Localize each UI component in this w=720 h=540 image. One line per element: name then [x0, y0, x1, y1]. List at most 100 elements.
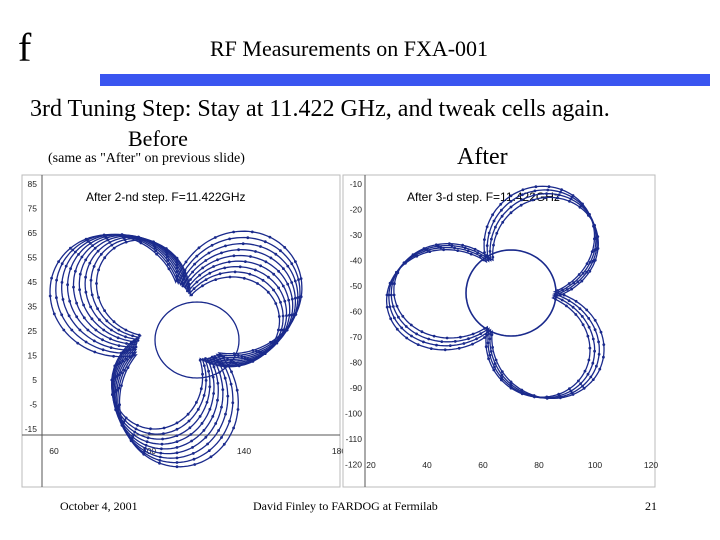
data-point: [297, 278, 300, 282]
data-point: [439, 246, 443, 250]
data-point: [545, 396, 549, 400]
data-point: [277, 269, 280, 273]
data-point: [556, 196, 559, 200]
data-point: [162, 432, 165, 435]
data-point: [429, 347, 433, 350]
data-point: [445, 336, 449, 340]
data-point: [84, 237, 88, 241]
data-point: [131, 334, 134, 338]
data-point: [117, 328, 121, 332]
data-point: [205, 400, 209, 404]
data-point: [588, 269, 592, 273]
data-point: [489, 350, 493, 353]
data-point: [500, 378, 503, 382]
data-point: [175, 456, 179, 460]
data-point: [143, 446, 147, 450]
data-point: [149, 427, 152, 431]
data-point: [126, 366, 130, 369]
data-point: [188, 426, 192, 430]
data-point: [588, 213, 591, 216]
data-point: [191, 270, 195, 274]
data-point: [175, 465, 179, 469]
slide-subtitle: 3rd Tuning Step: Stay at 11.422 GHz, and…: [30, 96, 610, 122]
data-point: [212, 392, 216, 395]
data-point: [197, 246, 201, 250]
data-point: [216, 360, 220, 364]
chart-after-title: After 3-d step. F=11.422GHz: [407, 190, 560, 204]
data-point: [91, 244, 94, 247]
data-point: [189, 433, 193, 436]
data-point: [236, 353, 240, 357]
data-point: [581, 271, 585, 275]
data-point: [570, 287, 574, 291]
data-point: [486, 341, 490, 345]
data-point: [161, 437, 165, 441]
data-point: [89, 242, 92, 245]
data-point: [175, 434, 179, 437]
data-point: [488, 337, 492, 341]
data-point: [167, 263, 170, 266]
data-point: [204, 379, 208, 382]
data-point: [587, 325, 591, 329]
data-point: [175, 266, 179, 270]
data-point: [404, 325, 408, 328]
data-point: [186, 412, 190, 416]
data-point: [240, 355, 244, 359]
data-point: [593, 258, 597, 262]
data-point: [519, 203, 523, 207]
data-point: [410, 334, 413, 338]
data-point: [586, 372, 590, 376]
data-point: [269, 256, 273, 260]
data-point: [493, 362, 497, 366]
data-point: [116, 336, 120, 340]
data-point: [117, 344, 121, 347]
data-point: [591, 337, 595, 341]
data-point: [78, 328, 82, 332]
data-point: [448, 344, 452, 347]
data-point: [491, 255, 495, 259]
data-point: [580, 315, 584, 318]
data-point: [117, 373, 121, 377]
data-point: [587, 358, 591, 362]
data-point: [96, 249, 100, 253]
data-point: [124, 335, 127, 339]
data-point: [473, 247, 477, 251]
data-point: [93, 350, 97, 354]
data-point: [166, 259, 170, 262]
data-point: [208, 271, 212, 275]
data-point: [293, 296, 297, 300]
data-point: [488, 353, 492, 357]
y-tick-label: -40: [350, 256, 363, 266]
footer-date: October 4, 2001: [60, 499, 138, 513]
data-point: [84, 275, 87, 279]
data-point: [602, 343, 606, 346]
data-point: [567, 299, 571, 303]
data-point: [109, 346, 113, 349]
data-point: [112, 354, 115, 358]
data-point: [70, 328, 74, 332]
data-point: [392, 293, 396, 297]
data-point: [290, 262, 294, 266]
data-point: [492, 368, 496, 372]
data-point: [60, 262, 64, 266]
data-point: [490, 237, 493, 241]
data-point: [521, 193, 524, 197]
data-point: [132, 340, 136, 343]
data-point: [487, 357, 490, 361]
data-point: [121, 422, 125, 426]
data-point: [94, 328, 98, 332]
data-point: [509, 205, 513, 209]
data-point: [269, 340, 272, 344]
data-point: [589, 375, 593, 379]
data-point: [232, 230, 236, 234]
data-point: [466, 249, 470, 253]
data-point: [223, 266, 227, 270]
data-point: [243, 356, 247, 360]
data-point: [75, 315, 79, 319]
data-point: [581, 202, 584, 206]
data-point: [232, 426, 236, 430]
data-point: [287, 298, 291, 302]
data-point: [80, 255, 84, 259]
data-point: [97, 268, 100, 272]
data-point: [486, 256, 490, 260]
